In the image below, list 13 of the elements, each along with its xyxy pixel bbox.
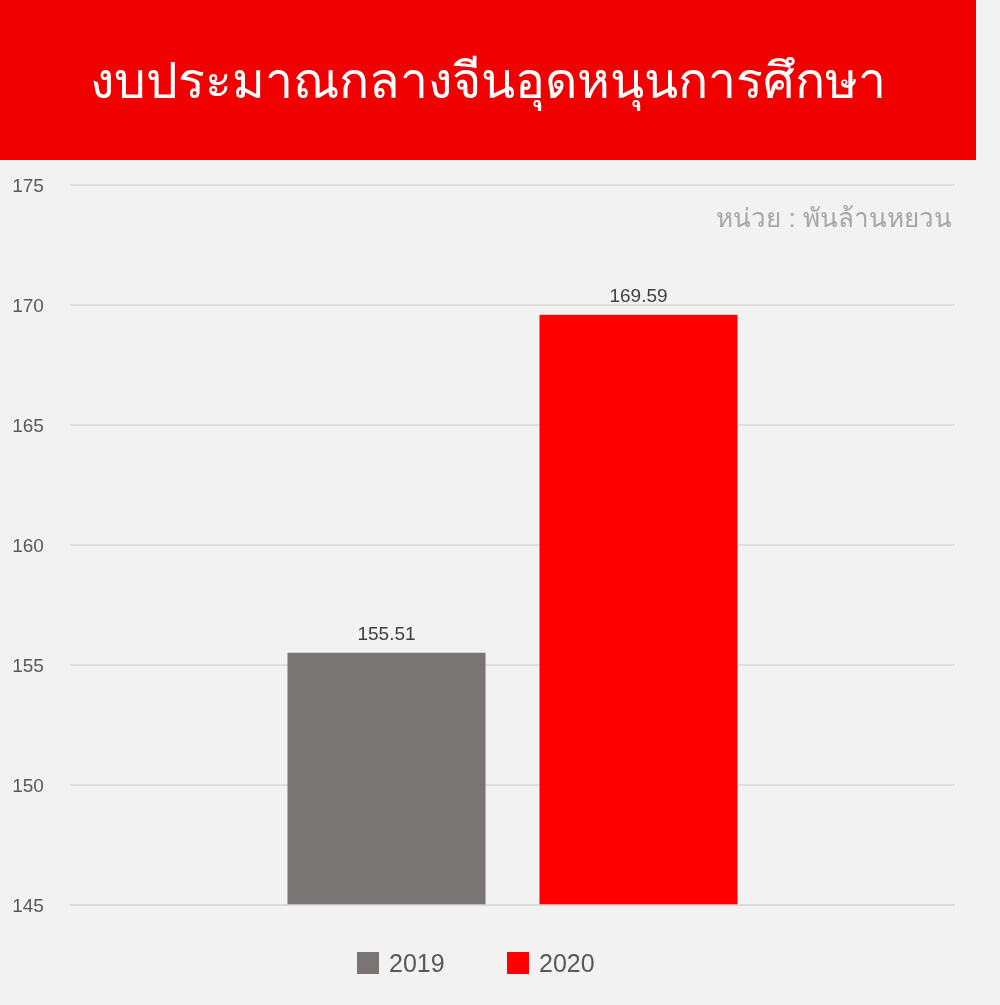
- y-tick-label: 160: [12, 535, 44, 556]
- y-tick-label: 155: [12, 655, 44, 676]
- y-tick-label: 170: [12, 295, 44, 316]
- data-label: 169.59: [609, 284, 668, 306]
- y-tick-label: 175: [12, 175, 44, 196]
- y-tick-label: 165: [12, 415, 44, 436]
- data-label: 155.51: [357, 622, 416, 644]
- legend-label: 2019: [389, 949, 445, 977]
- legend-label: 2020: [539, 949, 595, 977]
- annotation: หน่วย : พันล้านหยวน: [716, 203, 952, 233]
- y-tick-label: 145: [12, 895, 44, 916]
- y-tick-label: 150: [12, 775, 44, 796]
- chart-title: งบประมาณกลางจีนอุดหนุนการศึกษา: [90, 53, 886, 111]
